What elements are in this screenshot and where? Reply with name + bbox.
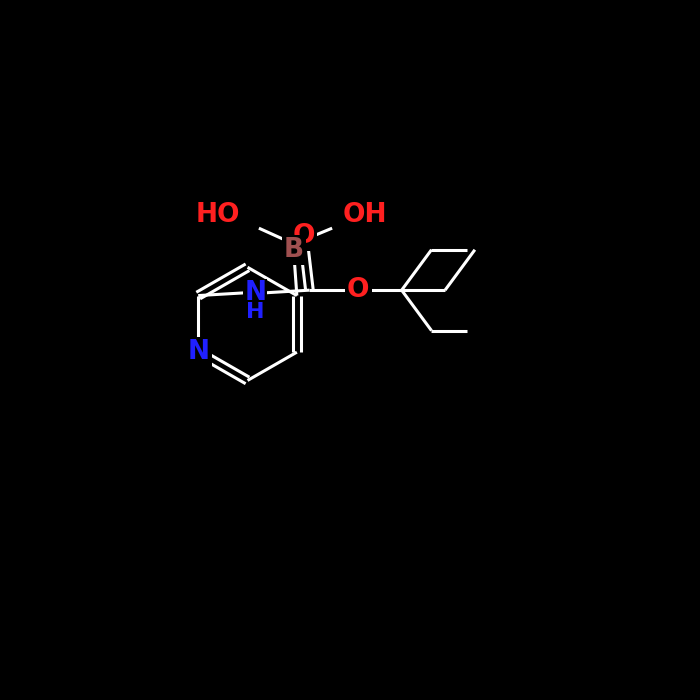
Text: HO: HO bbox=[195, 202, 240, 228]
Text: B: B bbox=[284, 237, 304, 262]
Text: N: N bbox=[244, 280, 266, 306]
Text: H: H bbox=[246, 302, 265, 322]
Text: OH: OH bbox=[343, 202, 388, 228]
Text: N: N bbox=[187, 340, 209, 365]
Text: O: O bbox=[347, 277, 370, 303]
Text: O: O bbox=[293, 223, 315, 249]
